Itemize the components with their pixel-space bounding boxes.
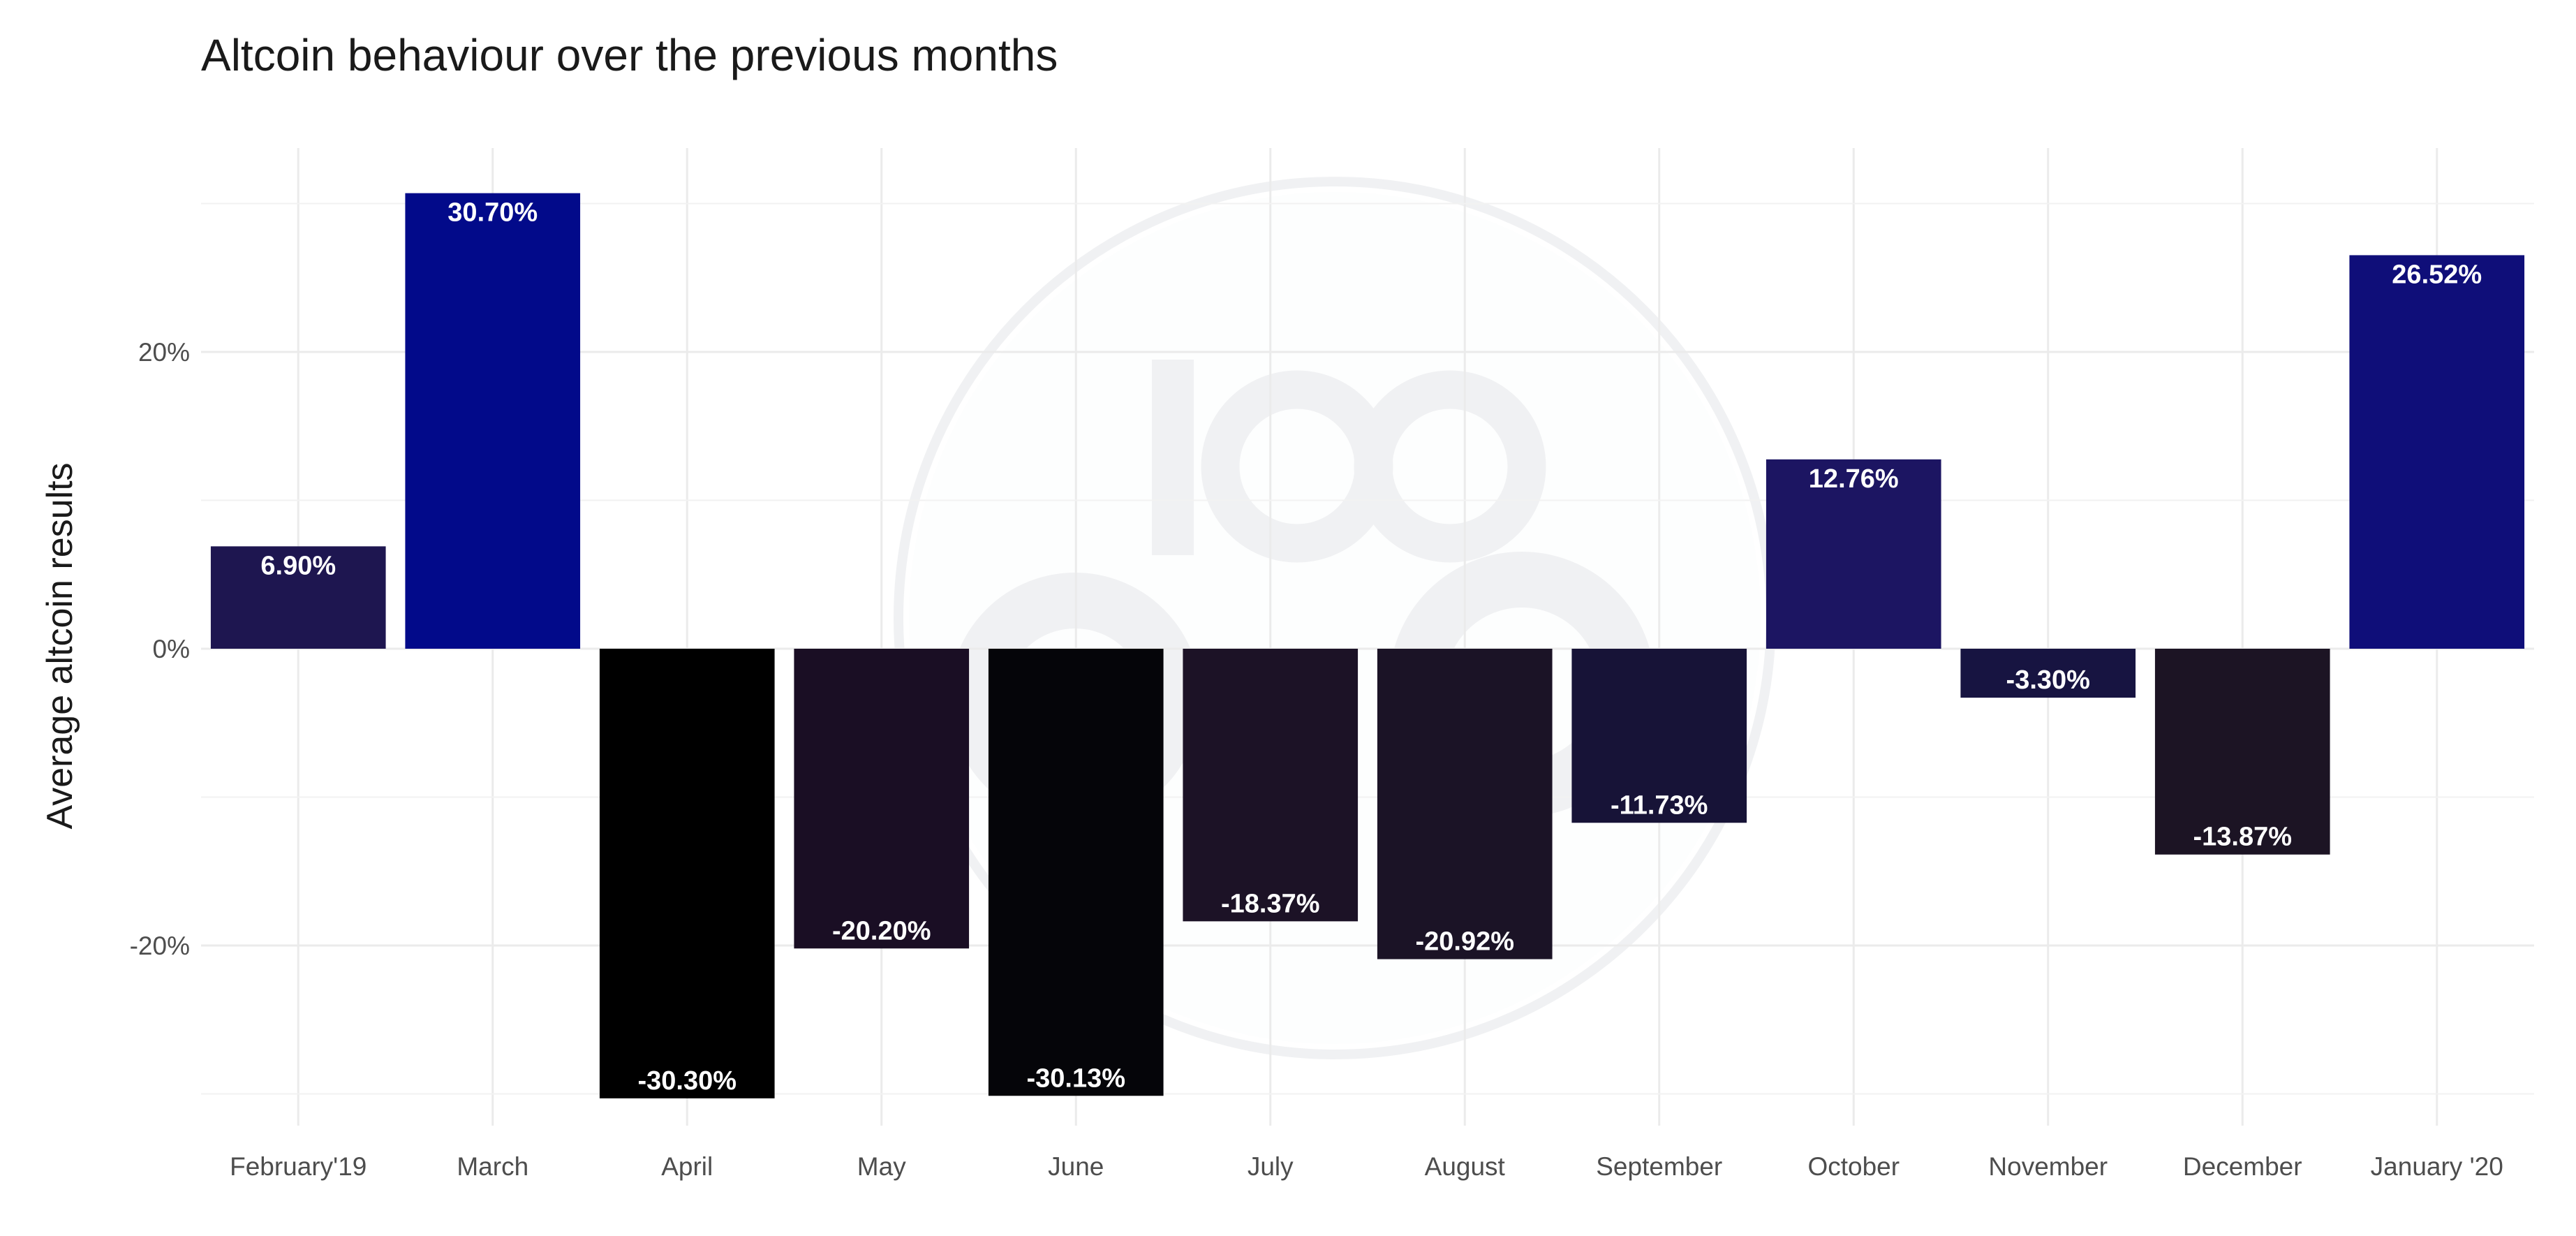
data-label: 12.76% bbox=[1809, 464, 1899, 494]
data-label: -3.30% bbox=[2006, 665, 2090, 695]
y-tick-label: 20% bbox=[138, 338, 190, 367]
data-label: -18.37% bbox=[1221, 889, 1320, 918]
bar bbox=[988, 649, 1164, 1096]
bar bbox=[1571, 649, 1747, 823]
x-tick-label: May bbox=[857, 1152, 906, 1181]
x-tick-label: September bbox=[1596, 1152, 1722, 1181]
chart-title: Altcoin behaviour over the previous mont… bbox=[201, 30, 1058, 80]
x-tick-label: January '20 bbox=[2371, 1152, 2503, 1181]
bar bbox=[1183, 649, 1359, 922]
x-tick-label: October bbox=[1807, 1152, 1900, 1181]
data-label: 6.90% bbox=[260, 551, 336, 580]
y-axis-ticks: -20% 0% 20% bbox=[130, 338, 190, 960]
bar bbox=[1960, 649, 2136, 698]
y-tick-label: -20% bbox=[130, 932, 190, 960]
y-axis-label: Average altcoin results bbox=[40, 462, 80, 829]
x-tick-label: December bbox=[2183, 1152, 2302, 1181]
data-label: -20.20% bbox=[832, 916, 931, 946]
bar bbox=[2349, 255, 2525, 649]
bars bbox=[210, 193, 2525, 1098]
data-label: 26.52% bbox=[2392, 260, 2482, 289]
data-label: -13.87% bbox=[2193, 823, 2292, 852]
y-tick-label: 0% bbox=[153, 635, 190, 663]
x-axis-ticks: February'19 March April May June July August Se… bbox=[230, 1152, 2503, 1181]
bar bbox=[599, 649, 775, 1098]
data-label: 30.70% bbox=[447, 198, 538, 228]
bar bbox=[1377, 649, 1553, 959]
x-tick-label: July bbox=[1248, 1152, 1294, 1181]
bar bbox=[210, 546, 386, 649]
data-label: -20.92% bbox=[1415, 927, 1514, 957]
x-tick-label: February'19 bbox=[230, 1152, 367, 1181]
data-label: -30.13% bbox=[1026, 1064, 1125, 1093]
bar bbox=[405, 193, 581, 649]
x-tick-label: August bbox=[1425, 1152, 1506, 1181]
x-tick-label: June bbox=[1048, 1152, 1104, 1181]
data-labels: 6.90% 30.70% -30.30% -20.20% -30.13% -18.37% -… bbox=[260, 198, 2482, 1096]
bar bbox=[794, 649, 970, 949]
x-tick-label: March bbox=[457, 1152, 528, 1181]
data-label: -11.73% bbox=[1611, 790, 1708, 820]
data-label: -30.30% bbox=[637, 1066, 736, 1096]
x-tick-label: November bbox=[1988, 1152, 2108, 1181]
bar bbox=[1766, 459, 1941, 649]
bar bbox=[2154, 649, 2330, 855]
x-tick-label: April bbox=[661, 1152, 713, 1181]
